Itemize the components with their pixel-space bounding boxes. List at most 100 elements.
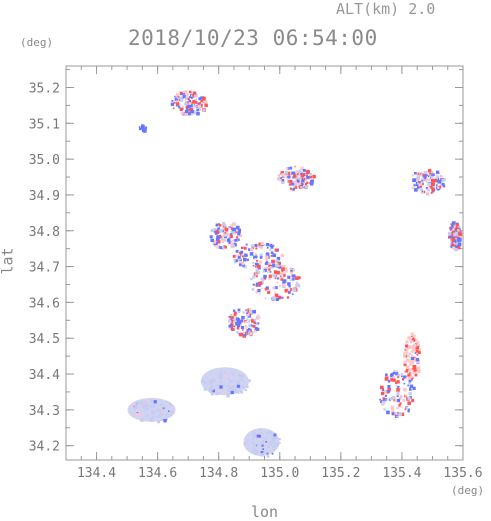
echo-pixel bbox=[242, 329, 244, 331]
echo-pixel bbox=[292, 269, 295, 272]
echo-pixel bbox=[458, 238, 461, 241]
x-tick-label: 134.4 bbox=[77, 466, 116, 481]
echo-pixel bbox=[255, 262, 259, 266]
echo-pixel bbox=[452, 246, 456, 250]
echo-pixel bbox=[245, 326, 248, 329]
echo-pixel bbox=[219, 385, 223, 389]
echo-pixel bbox=[223, 239, 227, 242]
echo-pixel bbox=[407, 376, 412, 380]
x-tick-label: 135.0 bbox=[260, 466, 299, 481]
echo-pixel bbox=[188, 102, 192, 105]
echo-pixel bbox=[217, 240, 221, 244]
x-tick-label: 135.2 bbox=[321, 466, 360, 481]
echo-pixel bbox=[238, 237, 240, 240]
echo-pixel bbox=[254, 322, 257, 324]
echo-pixel bbox=[138, 126, 141, 129]
echo-pixel bbox=[277, 177, 281, 181]
echo-pixel bbox=[301, 178, 305, 183]
echo-pixel bbox=[159, 403, 163, 406]
echo-pixel bbox=[240, 261, 245, 266]
echo-pixel bbox=[195, 105, 198, 108]
echo-pixel bbox=[149, 399, 153, 403]
echo-pixel bbox=[235, 249, 239, 253]
echo-pixel bbox=[405, 375, 408, 378]
echo-region-mixed bbox=[277, 165, 316, 192]
echo-pixel bbox=[451, 235, 456, 239]
echo-pixel bbox=[392, 371, 396, 375]
echo-pixel bbox=[406, 406, 408, 409]
echo-pixel bbox=[197, 104, 202, 108]
echo-pixel bbox=[284, 266, 288, 271]
echo-pixel bbox=[196, 111, 200, 116]
echo-pixel bbox=[252, 261, 255, 264]
echo-pixel bbox=[441, 176, 444, 178]
echo-pixel bbox=[246, 258, 249, 261]
echo-pixel bbox=[266, 455, 270, 458]
echo-pixel bbox=[193, 105, 196, 108]
echo-pixel bbox=[205, 381, 208, 384]
echo-pixel bbox=[255, 452, 258, 455]
echo-pixel bbox=[267, 262, 271, 266]
echo-pixel bbox=[400, 406, 403, 409]
echo-pixel bbox=[300, 186, 303, 189]
echo-pixel bbox=[412, 367, 414, 370]
echo-pixel bbox=[260, 246, 263, 250]
echo-pixel bbox=[268, 441, 272, 445]
echo-pixel bbox=[396, 406, 399, 410]
echo-pixel bbox=[413, 343, 417, 348]
echo-pixel bbox=[282, 279, 287, 283]
echo-pixel bbox=[384, 394, 387, 397]
echo-pixel bbox=[275, 297, 280, 301]
echo-pixel bbox=[384, 389, 388, 394]
echo-pixel bbox=[254, 243, 258, 247]
echo-pixel bbox=[397, 375, 400, 379]
echo-pixel bbox=[294, 175, 299, 180]
y-tick-label: 35.0 bbox=[29, 153, 60, 168]
echo-pixel bbox=[233, 240, 236, 243]
echo-pixel bbox=[399, 395, 403, 398]
echo-pixel bbox=[305, 179, 307, 182]
echo-pixel bbox=[202, 96, 206, 101]
echo-pixel bbox=[288, 176, 291, 178]
echo-pixel bbox=[209, 379, 213, 383]
echo-pixel bbox=[405, 367, 410, 372]
echo-pixel bbox=[145, 126, 148, 129]
echo-pixel bbox=[232, 328, 235, 331]
echo-pixel bbox=[219, 380, 222, 384]
echo-pixel bbox=[133, 402, 136, 406]
echo-pixel bbox=[215, 223, 219, 227]
echo-pixel bbox=[236, 255, 238, 257]
echo-pixel bbox=[176, 96, 179, 99]
echo-pixel bbox=[184, 100, 187, 103]
echo-pixel bbox=[263, 274, 267, 279]
echo-pixel bbox=[298, 173, 301, 176]
echo-pixel bbox=[295, 276, 299, 280]
echo-pixel bbox=[249, 332, 252, 336]
echo-pixel bbox=[409, 378, 413, 381]
echo-pixel bbox=[450, 228, 453, 231]
echo-pixel bbox=[196, 108, 199, 112]
echo-pixel bbox=[421, 177, 424, 179]
echo-pixel bbox=[292, 274, 296, 278]
echo-pixel bbox=[238, 311, 241, 313]
echo-pixel bbox=[427, 182, 432, 187]
echo-pixel bbox=[416, 186, 420, 189]
echo-pixel bbox=[297, 283, 300, 286]
echo-pixel bbox=[309, 175, 312, 179]
echo-pixel bbox=[291, 182, 295, 186]
echo-pixel bbox=[277, 174, 281, 177]
echo-pixel bbox=[181, 105, 184, 108]
echo-pixel bbox=[396, 380, 400, 384]
echo-pixel bbox=[217, 227, 220, 230]
echo-pixel bbox=[242, 332, 245, 335]
echo-pixel bbox=[232, 227, 236, 232]
echo-pixel bbox=[396, 388, 400, 392]
echo-pixel bbox=[396, 415, 398, 418]
echo-pixel bbox=[411, 340, 414, 343]
echo-pixel bbox=[455, 235, 458, 238]
echo-pixel bbox=[400, 373, 404, 376]
echo-pixel bbox=[152, 410, 155, 413]
echo-pixel bbox=[406, 370, 409, 373]
echo-pixel bbox=[416, 366, 421, 371]
echo-pixel bbox=[407, 365, 410, 368]
